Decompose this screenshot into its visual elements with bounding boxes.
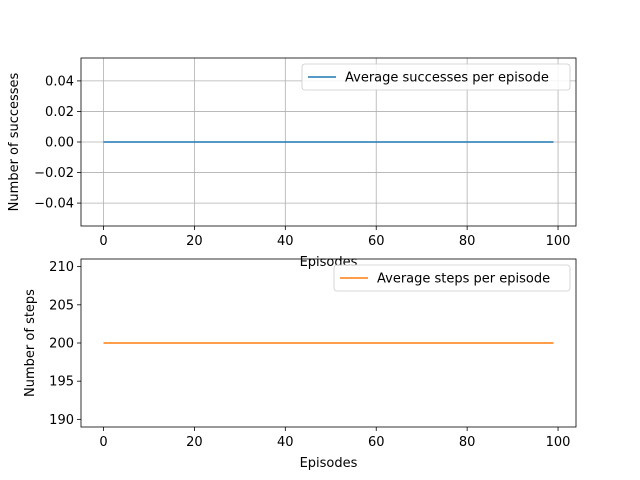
legend: Average successes per episode — [301, 63, 571, 91]
legend-label: Average steps per episode — [377, 272, 550, 287]
x-tick-label: 40 — [277, 234, 294, 249]
legend-box — [333, 264, 571, 292]
x-axis-label: Episodes — [300, 456, 358, 471]
x-tick-label: 40 — [277, 435, 294, 450]
x-tick-label: 60 — [368, 234, 385, 249]
y-tick-label: 205 — [49, 298, 74, 313]
y-tick-label: 200 — [49, 337, 74, 352]
y-tick-label: 0.02 — [45, 105, 74, 120]
y-tick-label: 210 — [49, 260, 74, 275]
y-tick-label: 0.04 — [45, 74, 74, 89]
x-tick-label: 20 — [186, 435, 203, 450]
y-axis-label: Number of steps — [23, 289, 38, 397]
axes-frame — [80, 258, 577, 428]
x-tick-label: 0 — [99, 234, 107, 249]
legend: Average steps per episode — [333, 264, 571, 292]
y-tick-label: −0.04 — [34, 197, 74, 212]
x-tick-label: 100 — [546, 435, 571, 450]
x-tick-label: 80 — [459, 435, 476, 450]
chart-1: 0 20 40 60 80 100−0.04−0.020.000.020.04Episod… — [7, 57, 577, 270]
chart-2: 0 20 40 60 80 100 190 195 200 205 210 Episodes Numbe… — [23, 258, 577, 471]
y-tick-label: −0.02 — [34, 166, 74, 181]
y-tick-label: 190 — [49, 413, 74, 428]
y-tick-label: 195 — [49, 375, 74, 390]
x-tick-label: 80 — [459, 234, 476, 249]
y-tick-label: 0.00 — [45, 136, 74, 151]
x-tick-label: 0 — [99, 435, 107, 450]
x-tick-label: 60 — [368, 435, 385, 450]
x-tick-label: 100 — [546, 234, 571, 249]
legend-box — [301, 63, 571, 91]
x-tick-label: 20 — [186, 234, 203, 249]
y-axis-label: Number of successes — [7, 72, 22, 211]
legend-label: Average successes per episode — [345, 71, 549, 86]
axes-frame — [80, 57, 577, 227]
